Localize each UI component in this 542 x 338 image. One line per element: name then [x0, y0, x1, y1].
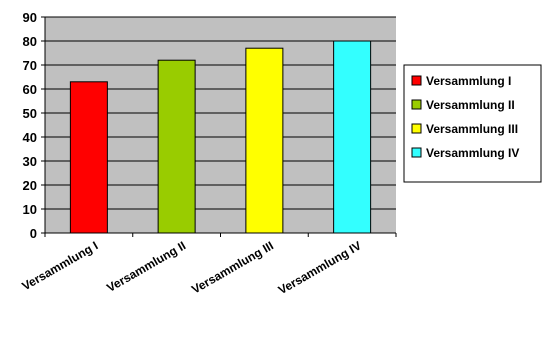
y-tick-label: 20	[23, 178, 37, 193]
x-tick-label: Versammlung IV	[276, 238, 364, 297]
legend-label-3: Versammlung III	[426, 122, 518, 136]
y-tick-label: 70	[23, 58, 37, 73]
bar-4	[333, 40, 372, 234]
y-tick-label: 40	[23, 130, 37, 145]
legend-swatch-2	[411, 99, 422, 110]
legend-swatch-1	[411, 75, 422, 86]
y-tick-label: 30	[23, 154, 37, 169]
legend-swatch-4	[411, 147, 422, 158]
bar-3	[245, 47, 284, 234]
x-tick-label: Versammlung I	[19, 238, 100, 293]
y-tick-label: 80	[23, 34, 37, 49]
bar-2	[157, 59, 196, 234]
legend-box	[403, 64, 542, 183]
legend-label-1: Versammlung I	[426, 74, 511, 88]
legend-swatch-3	[411, 123, 422, 134]
legend-label-4: Versammlung IV	[426, 146, 519, 160]
y-tick-label: 10	[23, 202, 37, 217]
legend-label-2: Versammlung II	[426, 98, 515, 112]
x-tick-label: Versammlung III	[189, 238, 276, 296]
y-tick-label: 90	[23, 10, 37, 25]
y-tick-label: 60	[23, 82, 37, 97]
x-tick-label: Versammlung II	[104, 238, 188, 294]
y-tick-label: 0	[30, 226, 37, 241]
bar-1	[69, 81, 108, 234]
y-tick-label: 50	[23, 106, 37, 121]
